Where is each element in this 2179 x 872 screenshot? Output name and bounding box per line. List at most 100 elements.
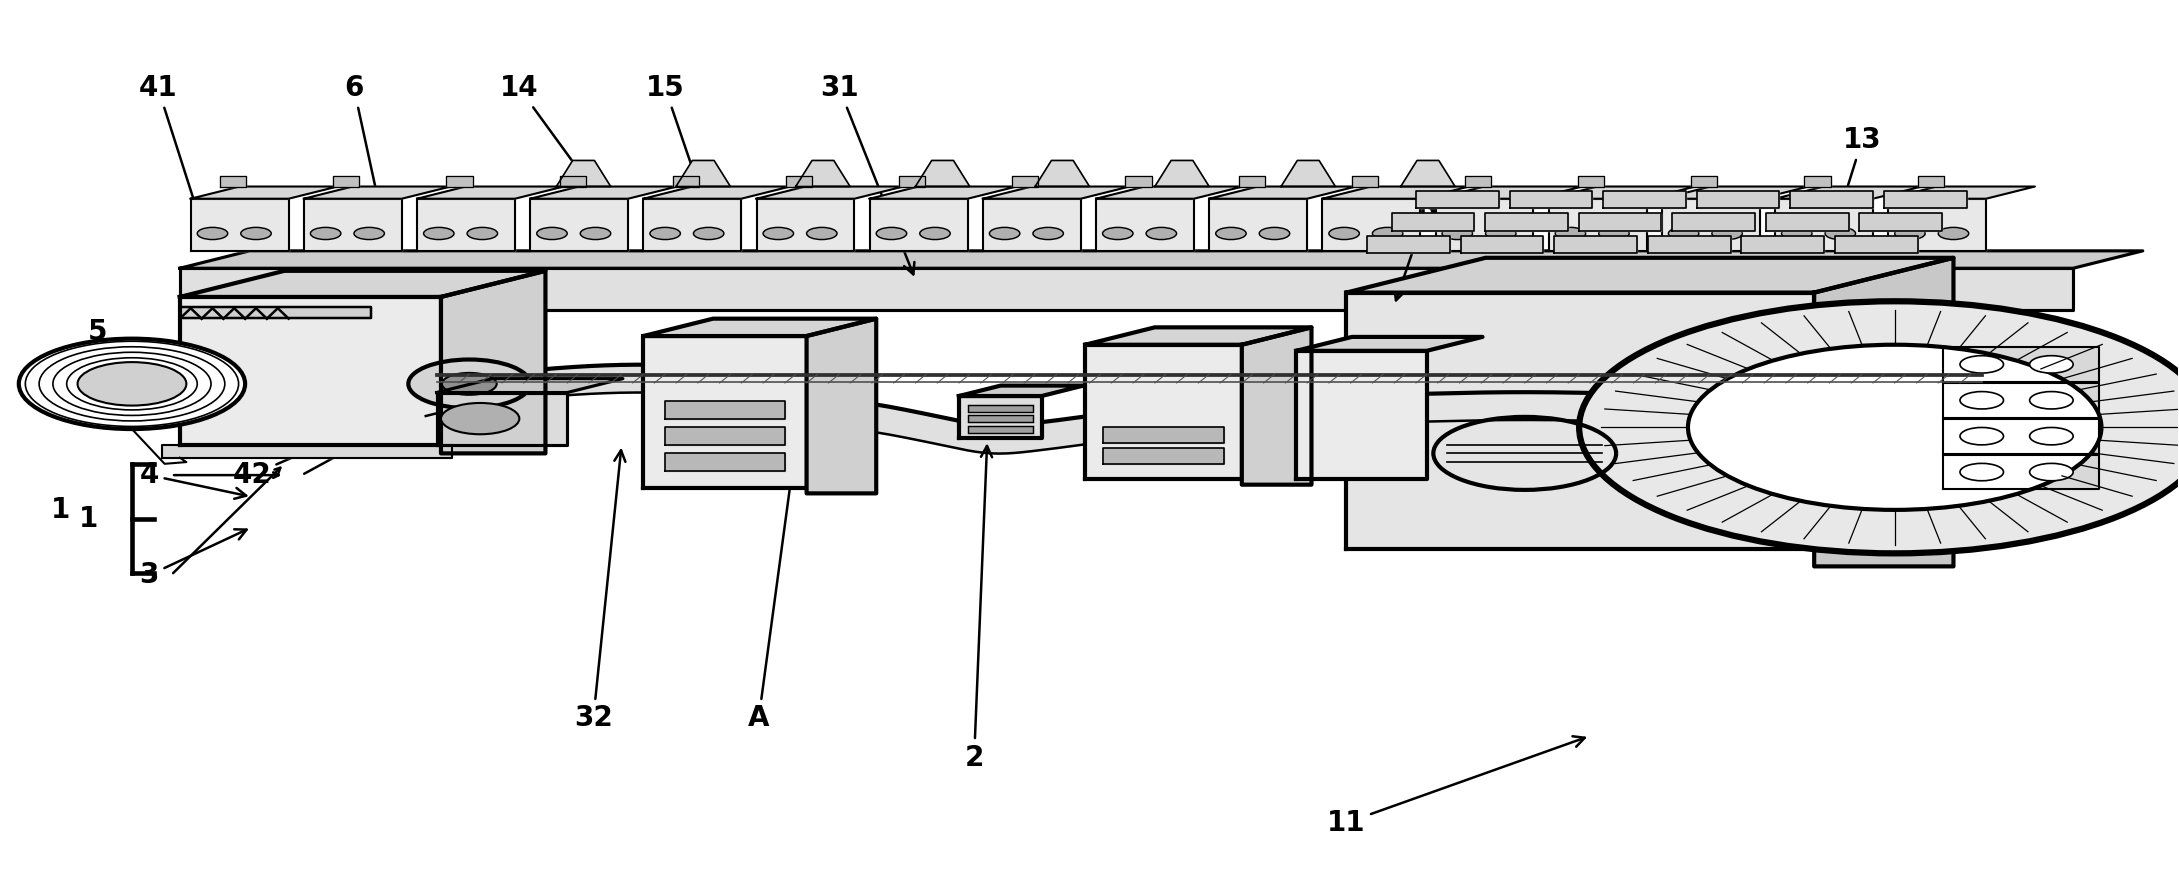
Polygon shape — [795, 160, 850, 187]
Polygon shape — [665, 453, 784, 471]
Circle shape — [466, 228, 497, 240]
Polygon shape — [1392, 214, 1475, 231]
Polygon shape — [1804, 176, 1830, 187]
Polygon shape — [1281, 160, 1336, 187]
Polygon shape — [665, 427, 784, 445]
Polygon shape — [1776, 187, 1922, 199]
Polygon shape — [529, 199, 628, 251]
Bar — [967, 426, 1033, 433]
Circle shape — [442, 373, 497, 395]
Polygon shape — [1401, 160, 1456, 187]
Circle shape — [1959, 356, 2003, 373]
Circle shape — [1959, 463, 2003, 480]
Polygon shape — [756, 187, 904, 199]
Circle shape — [1580, 301, 2179, 554]
Circle shape — [920, 228, 950, 240]
Polygon shape — [1918, 176, 1944, 187]
Polygon shape — [303, 199, 401, 251]
Text: 1: 1 — [78, 505, 98, 533]
Polygon shape — [959, 385, 1083, 396]
Polygon shape — [915, 160, 970, 187]
Polygon shape — [1103, 427, 1225, 443]
Circle shape — [1939, 228, 1968, 240]
Circle shape — [1373, 228, 1403, 240]
Polygon shape — [1436, 187, 1582, 199]
Polygon shape — [1366, 236, 1449, 254]
Polygon shape — [1647, 236, 1730, 254]
Polygon shape — [1209, 199, 1307, 251]
Polygon shape — [181, 251, 2142, 269]
Circle shape — [1033, 228, 1063, 240]
Circle shape — [1259, 228, 1290, 240]
Polygon shape — [983, 187, 1129, 199]
Polygon shape — [333, 176, 360, 187]
Polygon shape — [1554, 236, 1636, 254]
Polygon shape — [1323, 187, 1469, 199]
Circle shape — [78, 362, 187, 405]
Polygon shape — [1436, 199, 1534, 251]
Polygon shape — [1663, 187, 1809, 199]
Circle shape — [806, 228, 837, 240]
Polygon shape — [1578, 176, 1604, 187]
Polygon shape — [1510, 191, 1593, 208]
Polygon shape — [1944, 383, 2098, 418]
Polygon shape — [1464, 176, 1490, 187]
Polygon shape — [1155, 160, 1209, 187]
Polygon shape — [1486, 214, 1569, 231]
Text: 1: 1 — [50, 496, 70, 524]
Text: 5: 5 — [87, 317, 146, 371]
Polygon shape — [643, 318, 876, 336]
Polygon shape — [436, 392, 567, 445]
Text: 6: 6 — [344, 74, 384, 214]
Text: A: A — [747, 450, 800, 732]
Circle shape — [763, 228, 793, 240]
Text: 32: 32 — [573, 450, 625, 732]
Polygon shape — [1297, 351, 1427, 480]
Polygon shape — [181, 269, 2072, 310]
Polygon shape — [1085, 344, 1242, 480]
Polygon shape — [1096, 187, 1242, 199]
Polygon shape — [181, 307, 370, 317]
Text: 31: 31 — [819, 74, 915, 275]
Circle shape — [407, 359, 529, 408]
Polygon shape — [1549, 199, 1647, 251]
Polygon shape — [1549, 187, 1695, 199]
Polygon shape — [1323, 199, 1421, 251]
Circle shape — [1959, 427, 2003, 445]
Circle shape — [1959, 392, 2003, 409]
Circle shape — [2029, 427, 2072, 445]
Polygon shape — [1885, 191, 1965, 208]
Polygon shape — [303, 187, 451, 199]
Circle shape — [1896, 228, 1926, 240]
Polygon shape — [1604, 191, 1687, 208]
Circle shape — [309, 228, 340, 240]
Circle shape — [1599, 228, 1630, 240]
Polygon shape — [1944, 347, 2098, 382]
Circle shape — [353, 228, 384, 240]
Polygon shape — [1124, 176, 1151, 187]
Polygon shape — [1835, 236, 1918, 254]
Circle shape — [693, 228, 723, 240]
Polygon shape — [1347, 293, 1815, 549]
Polygon shape — [181, 297, 440, 445]
Circle shape — [1103, 228, 1133, 240]
Polygon shape — [1580, 214, 1660, 231]
Polygon shape — [1815, 258, 1952, 567]
Circle shape — [198, 228, 229, 240]
Polygon shape — [1013, 176, 1039, 187]
Polygon shape — [447, 176, 473, 187]
Polygon shape — [181, 271, 545, 297]
Polygon shape — [959, 396, 1042, 438]
Text: 4: 4 — [139, 461, 246, 499]
Polygon shape — [416, 187, 564, 199]
Polygon shape — [416, 199, 514, 251]
Polygon shape — [673, 176, 699, 187]
Circle shape — [423, 228, 453, 240]
Polygon shape — [1741, 236, 1824, 254]
Polygon shape — [1944, 419, 2098, 453]
Polygon shape — [643, 199, 741, 251]
Polygon shape — [1103, 448, 1225, 464]
Polygon shape — [1242, 327, 1312, 485]
Text: 42: 42 — [233, 420, 377, 489]
Polygon shape — [1765, 214, 1848, 231]
